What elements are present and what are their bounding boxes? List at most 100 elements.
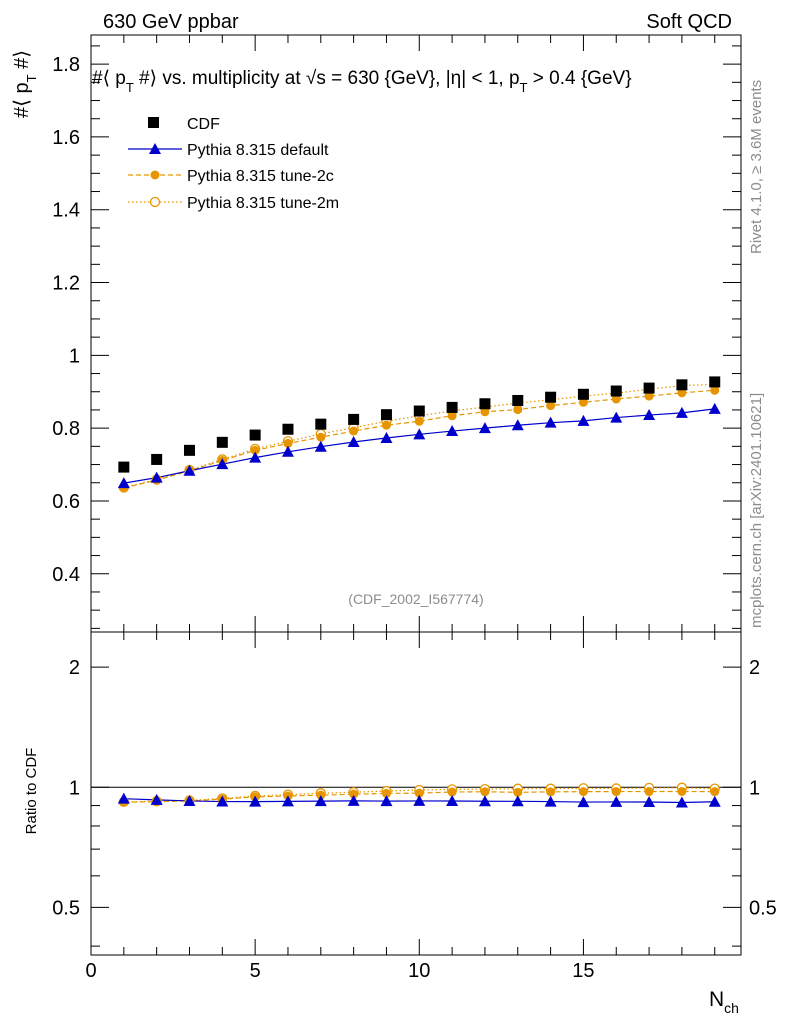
point-pythia-8-315-default [446, 425, 459, 437]
x-axis-label: Nch [709, 988, 739, 1016]
y-tick-label: 1 [69, 345, 80, 367]
ratio-tick-label-left: 2 [69, 657, 80, 679]
ratio-point-pythia-8-315-default [249, 795, 262, 807]
x-label-subscript: ch [724, 1000, 739, 1016]
ratio-point-pythia-8-315-tune-2c [414, 788, 424, 798]
ratio-point-pythia-8-315-default [446, 794, 459, 806]
point-pythia-8-315-tune-2c [447, 411, 457, 421]
header-right: Soft QCD [646, 11, 732, 33]
ratio-point-pythia-8-315-default [643, 796, 656, 808]
point-cdf [577, 388, 589, 400]
point-cdf [545, 391, 557, 403]
ratio-point-pythia-8-315-tune-2c [578, 787, 588, 797]
chart-title: #⟨ pT #⟩ vs. multiplicity at √s = 630 {G… [92, 68, 632, 95]
ratio-point-pythia-8-315-default [281, 795, 294, 807]
point-cdf [151, 453, 163, 465]
point-pythia-8-315-tune-2c [316, 432, 326, 442]
legend-marker-tune2m [149, 196, 161, 208]
y-label-end: #⟩ [11, 50, 33, 74]
point-pythia-8-315-tune-2c [283, 438, 293, 448]
y-tick-label: 1.2 [52, 273, 80, 295]
point-pythia-8-315-default [610, 411, 623, 423]
point-pythia-8-315-tune-2c [480, 407, 490, 417]
point-pythia-8-315-default [708, 402, 721, 414]
y-label-main: #⟨ p [11, 82, 33, 118]
point-pythia-8-315-tune-2c [611, 394, 621, 404]
point-pythia-8-315-default [380, 431, 393, 443]
ratio-point-pythia-8-315-default [675, 796, 688, 808]
legend-marker-tune2c [150, 170, 160, 180]
ratio-point-pythia-8-315-default [413, 794, 426, 806]
point-pythia-8-315-default [413, 428, 426, 440]
ratio-point-pythia-8-315-tune-2c [710, 787, 720, 797]
ratio-point-pythia-8-315-default [117, 792, 130, 804]
point-cdf [348, 413, 360, 425]
legend: CDF Pythia 8.315 default Pythia 8.315 tu… [128, 116, 339, 212]
point-cdf [315, 418, 327, 430]
ratio-tick-label-left: 1 [69, 777, 80, 799]
ratio-point-pythia-8-315-tune-2c [611, 787, 621, 797]
ratio-tick-label-right: 1 [749, 777, 760, 799]
y-label-subscript: T [24, 74, 39, 82]
ratio-panel-frame [90, 631, 742, 956]
point-pythia-8-315-default [511, 419, 524, 431]
ratio-point-pythia-8-315-tune-2c [381, 788, 391, 798]
point-pythia-8-315-tune-2c [710, 385, 720, 395]
y-axis-label: #⟨ pT #⟩ [11, 50, 39, 118]
point-cdf [709, 376, 721, 388]
title-part-5: s = 630 {GeV}, |η| < 1, p [316, 68, 519, 89]
ratio-point-pythia-8-315-default [544, 795, 557, 807]
point-cdf [183, 444, 195, 456]
ratio-point-pythia-8-315-default [314, 795, 327, 807]
title-subscript-1: T [126, 80, 134, 95]
point-cdf [380, 409, 392, 421]
ratio-point-pythia-8-315-default [708, 795, 721, 807]
point-pythia-8-315-default [544, 416, 557, 428]
main-axis-ticks: 0.4 0.6 0.8 1 1.2 1.4 1.6 1.8 [52, 35, 741, 632]
point-pythia-8-315-tune-2c [644, 391, 654, 401]
point-pythia-8-315-default [675, 406, 688, 418]
ratio-axis-ticks: 0 5 10 15 0.5 0.5 1 1 2 2 [52, 632, 777, 982]
ratio-point-pythia-8-315-default [577, 796, 590, 808]
y-tick-label: 0.4 [52, 564, 80, 586]
ratio-point-pythia-8-315-default [478, 795, 491, 807]
ratio-tick-label-left: 0.5 [52, 897, 80, 919]
x-tick-label: 15 [572, 960, 594, 982]
point-cdf [249, 429, 261, 441]
header-left: 630 GeV ppbar [103, 11, 239, 33]
legend-marker-cdf [148, 117, 159, 128]
point-pythia-8-315-tune-2c [250, 445, 260, 455]
point-cdf [446, 401, 458, 413]
title-part-7: > 0.4 {GeV} [527, 68, 631, 89]
point-cdf [643, 382, 655, 394]
legend-label-default: Pythia 8.315 default [187, 142, 329, 159]
ratio-series-layer [117, 782, 721, 808]
point-pythia-8-315-default [314, 440, 327, 452]
point-pythia-8-315-default [117, 477, 130, 489]
ratio-point-pythia-8-315-tune-2c [513, 787, 523, 797]
point-cdf [512, 394, 524, 406]
analysis-tag: (CDF_2002_I567774) [348, 591, 483, 607]
ratio-point-pythia-8-315-default [183, 794, 196, 806]
point-pythia-8-315-tune-2c [578, 397, 588, 407]
point-pythia-8-315-default [478, 422, 491, 434]
title-sqrt: √ [306, 68, 317, 89]
point-cdf [676, 379, 688, 391]
y-tick-label: 0.8 [52, 418, 80, 440]
point-cdf [413, 405, 425, 417]
x-label-main: N [709, 988, 724, 1011]
ratio-point-pythia-8-315-tune-2c [349, 789, 359, 799]
point-pythia-8-315-default [216, 458, 229, 470]
legend-label-tune2m: Pythia 8.315 tune-2m [187, 195, 339, 212]
point-pythia-8-315-tune-2c [414, 416, 424, 426]
title-part-1: #⟨ p [92, 68, 126, 89]
point-pythia-8-315-default [643, 409, 656, 421]
ratio-point-pythia-8-315-default [380, 795, 393, 807]
title-subscript-2: T [520, 80, 528, 95]
y-tick-label: 1.8 [52, 54, 80, 76]
point-pythia-8-315-tune-2c [381, 420, 391, 430]
ratio-tick-label-right: 2 [749, 657, 760, 679]
x-tick-label: 5 [250, 960, 261, 982]
mcplots-label: mcplots.cern.ch [arXiv:2401.10621] [748, 393, 765, 628]
